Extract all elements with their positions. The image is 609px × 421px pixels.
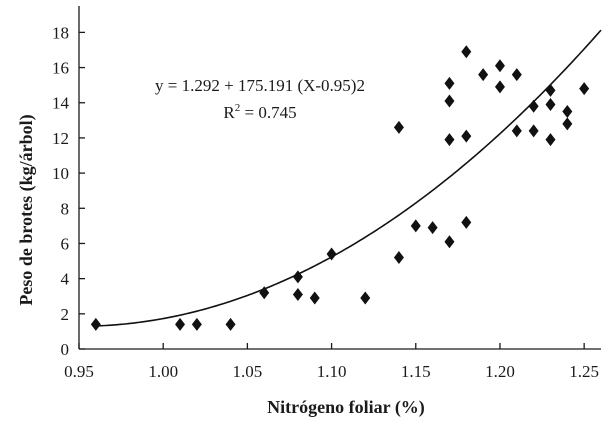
- data-point: [444, 76, 455, 90]
- x-tick-label: 1.00: [148, 362, 178, 381]
- y-axis-ticks: 0 2 4 6 8 10 12 14 16 18: [52, 23, 85, 359]
- y-tick-label: 16: [52, 59, 69, 78]
- x-tick-label: 1.25: [569, 362, 599, 381]
- r-squared-value: = 0.745: [240, 103, 296, 122]
- y-tick-label: 10: [52, 164, 69, 183]
- x-tick-label: 1.20: [485, 362, 515, 381]
- data-point: [326, 247, 337, 261]
- r-squared-prefix: R: [223, 103, 235, 122]
- data-point: [562, 117, 573, 131]
- data-point: [528, 99, 539, 113]
- x-tick-label: 0.95: [64, 362, 94, 381]
- data-point: [528, 124, 539, 138]
- data-point: [545, 98, 556, 112]
- data-point: [225, 317, 236, 331]
- data-point: [393, 120, 404, 134]
- y-tick-label: 12: [52, 129, 69, 148]
- data-point: [494, 80, 505, 94]
- data-point: [309, 291, 320, 305]
- data-point: [494, 59, 505, 73]
- x-tick-label: 1.15: [401, 362, 431, 381]
- data-point: [393, 251, 404, 265]
- y-axis-title: Peso de brotes (kg/árbol): [16, 114, 37, 305]
- data-point: [292, 270, 303, 284]
- data-point: [545, 83, 556, 97]
- data-point: [427, 221, 438, 235]
- data-point: [90, 317, 101, 331]
- equation-annotation: y = 1.292 + 175.191 (X-0.95)2: [155, 76, 365, 95]
- data-point: [444, 133, 455, 147]
- data-point: [562, 105, 573, 119]
- x-tick-label: 1.10: [317, 362, 347, 381]
- data-point: [175, 317, 186, 331]
- x-axis-title: Nitrógeno foliar (%): [267, 397, 425, 418]
- data-point: [259, 286, 270, 300]
- y-tick-label: 18: [52, 23, 69, 42]
- r-squared-superscript: 2: [235, 102, 241, 114]
- data-point: [191, 317, 202, 331]
- data-points: [90, 45, 590, 331]
- data-point: [511, 124, 522, 138]
- data-point: [410, 219, 421, 233]
- data-point: [444, 94, 455, 108]
- y-tick-label: 8: [61, 199, 70, 218]
- x-tick-label: 1.05: [233, 362, 263, 381]
- x-axis-ticks: 0.95 1.00 1.05 1.10 1.15 1.20 1.25: [64, 343, 599, 381]
- data-point: [461, 45, 472, 59]
- y-tick-label: 6: [61, 234, 70, 253]
- data-point: [579, 82, 590, 96]
- y-tick-label: 0: [61, 340, 70, 359]
- regression-curve: [95, 29, 602, 327]
- data-point: [444, 235, 455, 249]
- y-tick-label: 2: [61, 305, 70, 324]
- data-point: [478, 68, 489, 82]
- data-point: [461, 129, 472, 143]
- y-tick-label: 4: [61, 270, 70, 289]
- data-point: [292, 287, 303, 301]
- r-squared-annotation: R2 = 0.745: [223, 102, 296, 122]
- data-point: [360, 291, 371, 305]
- data-point: [545, 133, 556, 147]
- data-point: [511, 68, 522, 82]
- y-tick-label: 14: [52, 94, 70, 113]
- data-point: [461, 215, 472, 229]
